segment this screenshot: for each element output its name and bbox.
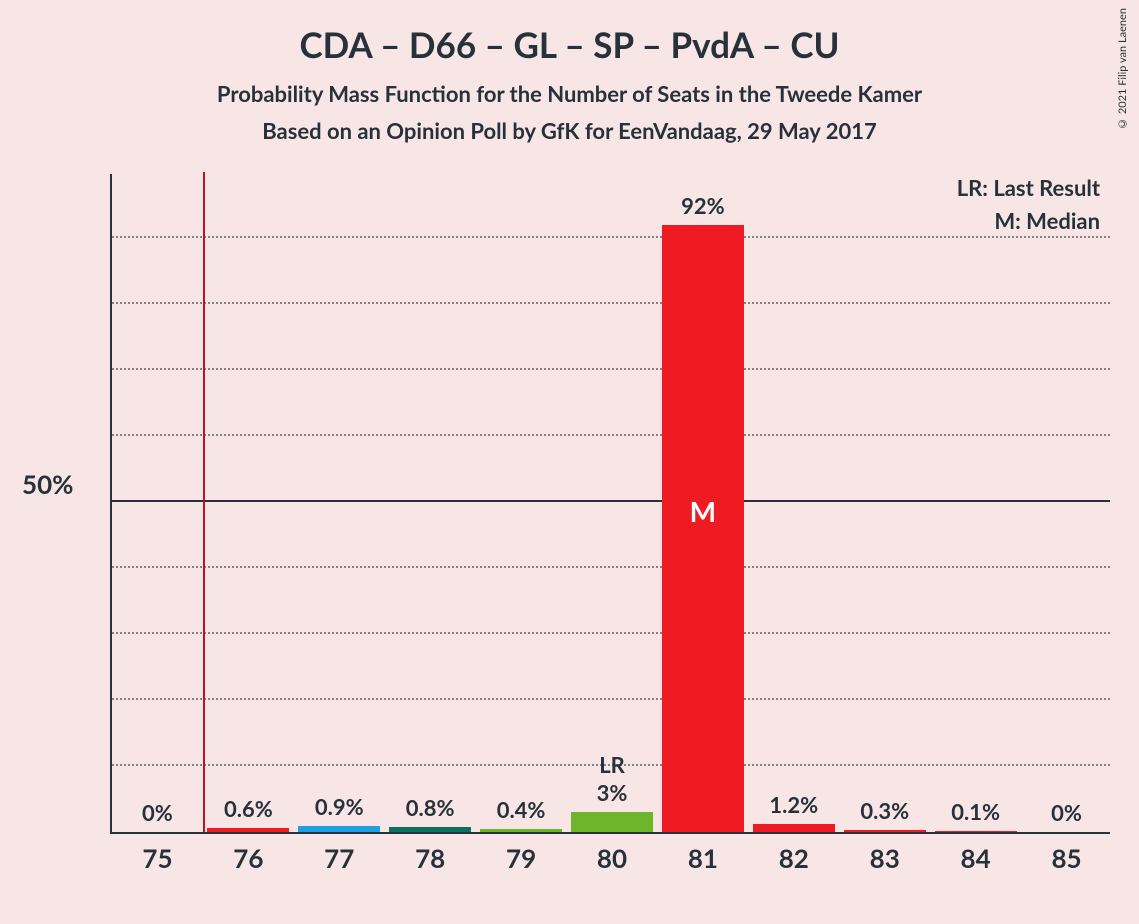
- grid-minor: [112, 236, 1110, 238]
- legend-lr: LR: Last Result: [957, 174, 1100, 201]
- bar-value-label: 0.4%: [480, 796, 562, 823]
- bar: 0.4%: [480, 829, 562, 832]
- bar: 0.6%: [207, 828, 289, 832]
- bar-value-label: 0.1%: [935, 798, 1017, 825]
- grid-minor: [112, 302, 1110, 304]
- axes: LR: Last Result M: Median 50%0%750.6%760…: [110, 174, 1110, 834]
- chart-subtitle-1: Probability Mass Function for the Number…: [0, 80, 1139, 107]
- bar-value-label: 0.9%: [298, 793, 380, 820]
- lr-marker: LR: [571, 751, 653, 778]
- chart-subtitle-2: Based on an Opinion Poll by GfK for EenV…: [0, 117, 1139, 144]
- x-tick-label: 76: [233, 842, 263, 874]
- grid-minor: [112, 698, 1110, 700]
- bar: 92%M: [662, 225, 744, 832]
- bar: 0.8%: [389, 827, 471, 832]
- x-tick-label: 79: [506, 842, 536, 874]
- bar-value-label: 0%: [117, 799, 199, 826]
- legend: LR: Last Result M: Median: [957, 174, 1100, 240]
- chart-title: CDA – D66 – GL – SP – PvdA – CU: [0, 24, 1139, 66]
- bar-value-label: 1.2%: [753, 791, 835, 818]
- plot-area: LR: Last Result M: Median 50%0%750.6%760…: [110, 174, 1110, 834]
- x-tick-label: 81: [688, 842, 718, 874]
- x-tick-label: 80: [597, 842, 627, 874]
- bar-value-label: 3%: [571, 779, 653, 806]
- title-block: CDA – D66 – GL – SP – PvdA – CU Probabil…: [0, 0, 1139, 144]
- x-tick-label: 78: [415, 842, 445, 874]
- y-tick-label: 50%: [22, 468, 73, 500]
- x-tick-label: 77: [324, 842, 354, 874]
- x-tick-label: 82: [779, 842, 809, 874]
- bar: 0.9%: [298, 826, 380, 832]
- grid-minor: [112, 368, 1110, 370]
- bar-value-label: 0%: [1026, 799, 1108, 826]
- lr-reference-line: [203, 172, 205, 832]
- legend-m: M: Median: [957, 207, 1100, 234]
- grid-major: [112, 500, 1110, 502]
- grid-minor: [112, 434, 1110, 436]
- bar-value-label: 0.3%: [844, 797, 926, 824]
- copyright-text: © 2021 Filip van Laenen: [1116, 8, 1129, 130]
- grid-minor: [112, 632, 1110, 634]
- bar-value-label: 0.6%: [207, 795, 289, 822]
- bar: 0.3%: [844, 830, 926, 832]
- bar: 0.1%: [935, 831, 1017, 832]
- x-tick-label: 75: [142, 842, 172, 874]
- bar-value-label: 92%: [662, 192, 744, 219]
- bar: 3%LR: [571, 812, 653, 832]
- x-tick-label: 85: [1051, 842, 1081, 874]
- median-marker: M: [662, 494, 744, 528]
- x-tick-label: 84: [961, 842, 991, 874]
- grid-minor: [112, 566, 1110, 568]
- bar-value-label: 0.8%: [389, 794, 471, 821]
- bar: 1.2%: [753, 824, 835, 832]
- x-tick-label: 83: [870, 842, 900, 874]
